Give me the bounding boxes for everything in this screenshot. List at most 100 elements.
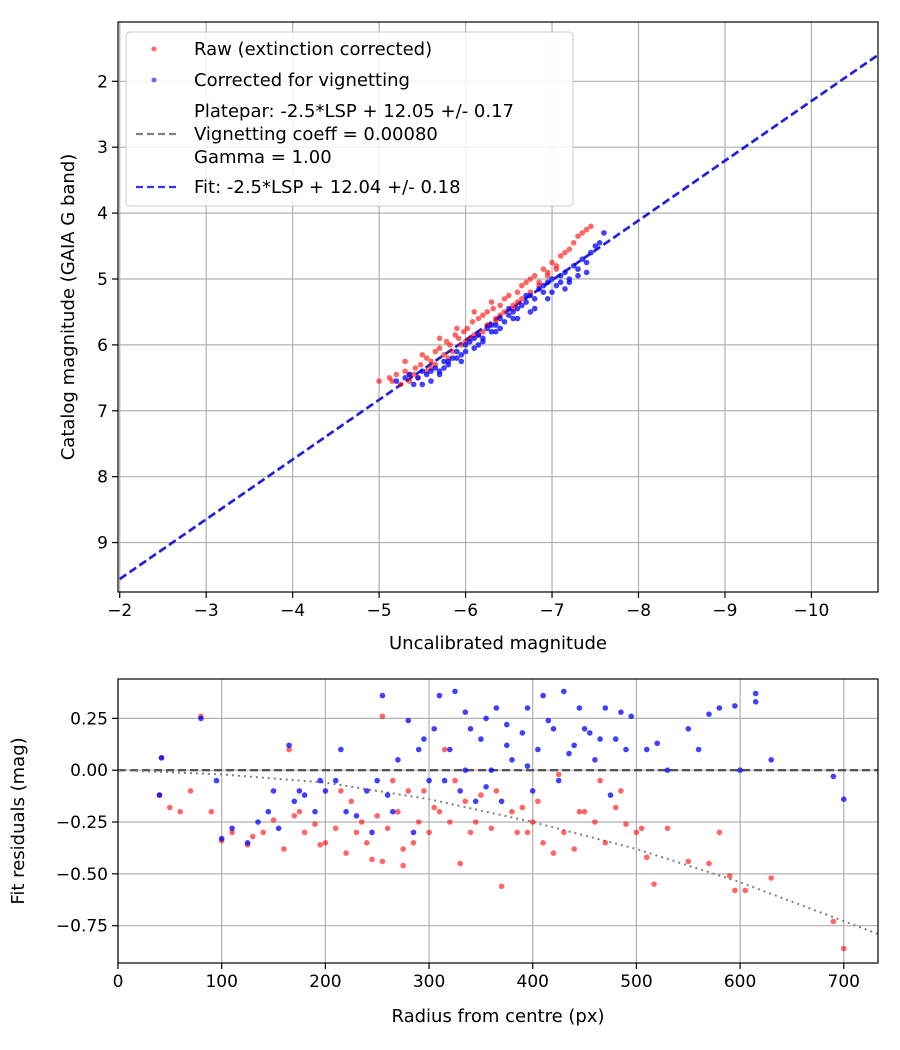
bottom-corrected-point xyxy=(519,730,526,736)
top-raw-point xyxy=(540,266,547,272)
bottom-corrected-point xyxy=(504,742,510,749)
bottom-corrected-point xyxy=(415,746,422,753)
top-raw-point xyxy=(410,371,417,378)
bottom-raw-point xyxy=(514,829,520,836)
bottom-raw-point xyxy=(716,829,723,836)
top-raw-point xyxy=(484,309,491,315)
bottom-raw-point xyxy=(395,808,401,815)
top-corrected-point xyxy=(570,263,577,269)
bottom-x-tick-label: 300 xyxy=(413,972,445,992)
top-raw-point xyxy=(475,315,482,322)
top-x-ticks: −2 −3 −4 −5 −6 −7 −8 −9 −10 xyxy=(107,592,829,621)
top-corrected-point xyxy=(527,292,534,299)
top-corrected-point xyxy=(428,368,434,375)
top-raw-point xyxy=(562,249,568,256)
bottom-raw-point xyxy=(602,840,609,846)
bottom-corrected-point xyxy=(198,715,204,722)
top-raw-point xyxy=(506,292,512,299)
legend-raw-label: Raw (extinction corrected) xyxy=(194,39,432,60)
bottom-x-tick-label: 200 xyxy=(309,972,341,992)
top-corrected-point xyxy=(549,276,555,282)
bottom-raw-point xyxy=(597,777,603,784)
bottom-raw-point xyxy=(535,798,541,805)
bottom-raw-point xyxy=(426,829,432,836)
bottom-corrected-point xyxy=(343,808,349,815)
top-raw-point xyxy=(419,352,426,358)
top-corrected-point xyxy=(531,296,538,302)
top-raw-point xyxy=(436,335,443,342)
top-corrected-point xyxy=(544,279,551,286)
bottom-corrected-point xyxy=(529,788,536,794)
bottom-corrected-point xyxy=(493,705,500,711)
top-corrected-point xyxy=(523,292,529,299)
bottom-corrected-point xyxy=(545,717,552,724)
bottom-raw-point xyxy=(405,788,412,794)
bottom-corrected-point xyxy=(301,792,308,798)
top-corrected-point xyxy=(493,328,499,335)
bottom-raw-point xyxy=(436,808,443,815)
top-raw-point xyxy=(402,358,408,365)
bottom-corrected-point xyxy=(535,746,541,753)
bottom-x-tick-label: 600 xyxy=(724,972,756,992)
bottom-corrected-point xyxy=(576,705,583,711)
bottom-chart-panel: 0 100 200 300 400 500 600 700 0.25 0.00 −0.25 −0.5… xyxy=(8,678,879,1027)
bottom-corrected-point xyxy=(353,813,360,819)
top-y-axis-label: Catalog magnitude (GAIA G band) xyxy=(58,154,79,461)
bottom-raw-point xyxy=(452,777,458,784)
bottom-corrected-point xyxy=(395,757,401,763)
bottom-raw-point xyxy=(685,858,692,865)
bottom-corrected-point xyxy=(213,777,220,784)
top-corrected-point xyxy=(462,348,469,355)
bottom-corrected-point xyxy=(618,709,624,715)
top-raw-point xyxy=(447,342,453,348)
bottom-corrected-point xyxy=(488,767,495,773)
bottom-corrected-point xyxy=(270,788,277,794)
top-plot-frame xyxy=(117,21,879,593)
bottom-scatter-points xyxy=(156,688,847,952)
bottom-corrected-point xyxy=(623,746,629,753)
bottom-corrected-point xyxy=(338,746,344,753)
legend-vignetting-label: Vignetting coeff = 0.00080 xyxy=(194,124,438,145)
bottom-corrected-point xyxy=(312,808,318,815)
top-raw-point xyxy=(471,309,478,315)
top-corrected-point xyxy=(562,269,568,276)
top-corrected-point xyxy=(480,338,486,345)
bottom-raw-point xyxy=(338,788,344,794)
bottom-raw-point xyxy=(612,804,619,811)
bottom-raw-point xyxy=(623,821,629,827)
top-raw-point xyxy=(455,335,462,342)
bottom-raw-point xyxy=(167,804,173,811)
top-raw-point xyxy=(527,276,534,282)
top-corrected-point xyxy=(497,315,504,322)
top-corrected-point xyxy=(462,342,469,348)
legend-platepar-label: Platepar: -2.5*LSP + 12.05 +/- 0.17 xyxy=(194,101,514,122)
top-raw-point xyxy=(531,272,538,279)
bottom-corrected-point xyxy=(752,699,759,705)
top-corrected-point xyxy=(540,282,547,289)
legend-fit-label: Fit: -2.5*LSP + 12.04 +/- 0.18 xyxy=(194,177,461,198)
bottom-corrected-point xyxy=(597,736,603,742)
bottom-raw-point xyxy=(457,860,464,867)
top-corrected-point xyxy=(415,375,421,381)
top-corrected-point xyxy=(544,296,551,302)
top-y-tick-label: 4 xyxy=(97,204,108,224)
bottom-raw-point xyxy=(332,825,339,832)
bottom-corrected-point xyxy=(472,798,479,805)
top-corrected-point xyxy=(588,249,594,256)
top-raw-point xyxy=(523,279,529,286)
bottom-corrected-point xyxy=(628,713,634,720)
bottom-raw-point xyxy=(592,819,598,825)
bottom-corrected-point xyxy=(716,705,723,711)
bottom-raw-point xyxy=(519,804,526,811)
bottom-raw-point xyxy=(229,829,235,836)
bottom-raw-point xyxy=(364,840,370,846)
top-raw-point xyxy=(519,296,525,302)
bottom-raw-point xyxy=(281,846,287,852)
top-raw-point xyxy=(417,361,424,368)
top-raw-point xyxy=(510,302,516,309)
top-chart-panel: −2 −3 −4 −5 −6 −7 −8 −9 −10 2 3 4 5 6 7 8 9 Uncalibrate… xyxy=(58,21,879,654)
top-raw-point xyxy=(570,240,577,246)
top-corrected-point xyxy=(536,286,542,292)
top-corrected-point xyxy=(410,381,417,388)
top-corrected-point xyxy=(519,302,525,309)
